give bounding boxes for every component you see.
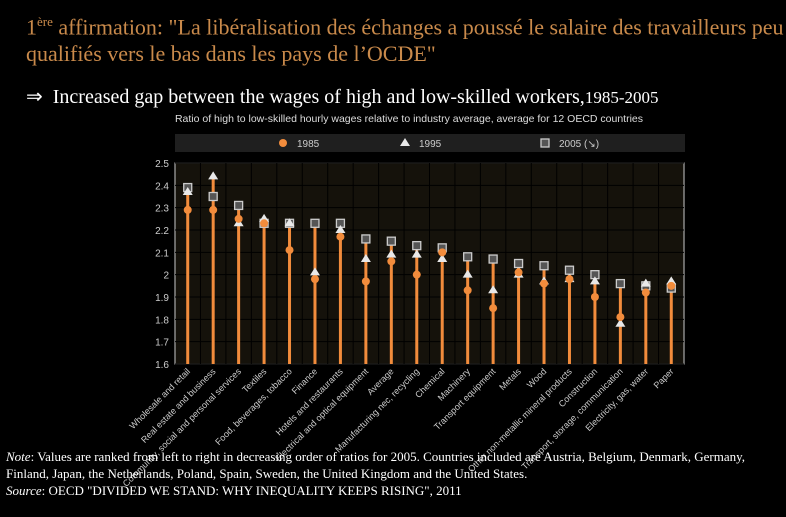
legend-marker-2005 xyxy=(540,138,550,148)
point-2005 xyxy=(208,191,218,202)
y-tick-label: 2.1 xyxy=(155,248,169,259)
legend-bar xyxy=(175,134,685,152)
x-tick-label: Metals xyxy=(497,366,523,392)
point-1995 xyxy=(309,267,320,276)
point-1985 xyxy=(260,219,269,228)
point-1985 xyxy=(540,279,549,288)
point-1985 xyxy=(234,214,243,223)
point-1985 xyxy=(361,277,370,286)
point-1985 xyxy=(183,205,192,214)
legend-marker-1985 xyxy=(279,139,287,147)
point-1995 xyxy=(284,218,295,227)
point-1985 xyxy=(641,288,650,297)
point-2005 xyxy=(539,261,549,271)
y-tick-label: 2 xyxy=(163,271,169,282)
point-1985 xyxy=(616,313,625,322)
point-1995 xyxy=(615,318,626,327)
point-1995 xyxy=(208,171,219,180)
slide-title: 1ère affirmation: "La libéralisation des… xyxy=(26,14,784,67)
point-1985 xyxy=(412,270,421,279)
point-2005 xyxy=(513,258,524,269)
legend-label: 2005 (↘) xyxy=(559,139,599,150)
point-1985 xyxy=(463,286,472,295)
point-2005 xyxy=(233,200,244,211)
point-1985 xyxy=(285,246,294,255)
point-1985 xyxy=(336,232,345,241)
point-1985 xyxy=(590,293,599,301)
point-1995 xyxy=(182,187,193,196)
point-1985 xyxy=(667,281,676,290)
y-tick-label: 1.6 xyxy=(155,360,169,371)
legend-label: 1995 xyxy=(419,139,442,150)
legend-marker-1995 xyxy=(400,138,410,146)
point-1985 xyxy=(514,268,523,277)
x-tick-label: Paper xyxy=(652,366,676,390)
y-tick-label: 2.3 xyxy=(155,204,169,215)
point-1995 xyxy=(488,285,499,294)
point-1995 xyxy=(589,276,600,285)
point-1995 xyxy=(360,254,371,263)
point-2005 xyxy=(488,254,498,264)
y-tick-label: 1.9 xyxy=(155,293,169,304)
point-1995 xyxy=(462,269,473,278)
point-1995 xyxy=(640,278,651,287)
point-2005 xyxy=(361,234,371,244)
point-2005 xyxy=(564,265,575,275)
footnote: Note: Values are ranked from left to rig… xyxy=(6,449,745,498)
y-tick-label: 2.5 xyxy=(155,159,169,170)
point-2005 xyxy=(310,218,320,228)
point-1985 xyxy=(209,205,218,214)
point-1995 xyxy=(666,276,677,285)
y-tick-label: 2.4 xyxy=(155,181,169,192)
point-1995 xyxy=(437,254,448,263)
point-1985 xyxy=(489,304,498,313)
point-1985 xyxy=(438,248,447,257)
point-2005 xyxy=(463,252,473,262)
chart-title: Ratio of high to low-skilled hourly wage… xyxy=(175,113,643,125)
point-1995 xyxy=(259,213,270,222)
implies-arrow-icon: ⇒ xyxy=(26,86,43,108)
point-2005 xyxy=(412,240,422,251)
point-1995 xyxy=(335,225,346,233)
point-2005 xyxy=(386,236,396,246)
y-tick-label: 1.7 xyxy=(155,338,169,349)
point-1985 xyxy=(310,275,319,284)
point-1985 xyxy=(387,257,396,266)
point-1985 xyxy=(565,275,574,284)
x-tick-label: Wood xyxy=(525,366,549,390)
point-1995 xyxy=(386,249,397,258)
point-1995 xyxy=(411,249,422,258)
slide-subtitle: ⇒ Increased gap between the wages of hig… xyxy=(26,86,659,108)
point-2005 xyxy=(615,278,626,289)
y-tick-label: 1.8 xyxy=(155,315,169,326)
legend-label: 1985 xyxy=(297,139,320,150)
y-tick-label: 2.2 xyxy=(155,226,169,237)
